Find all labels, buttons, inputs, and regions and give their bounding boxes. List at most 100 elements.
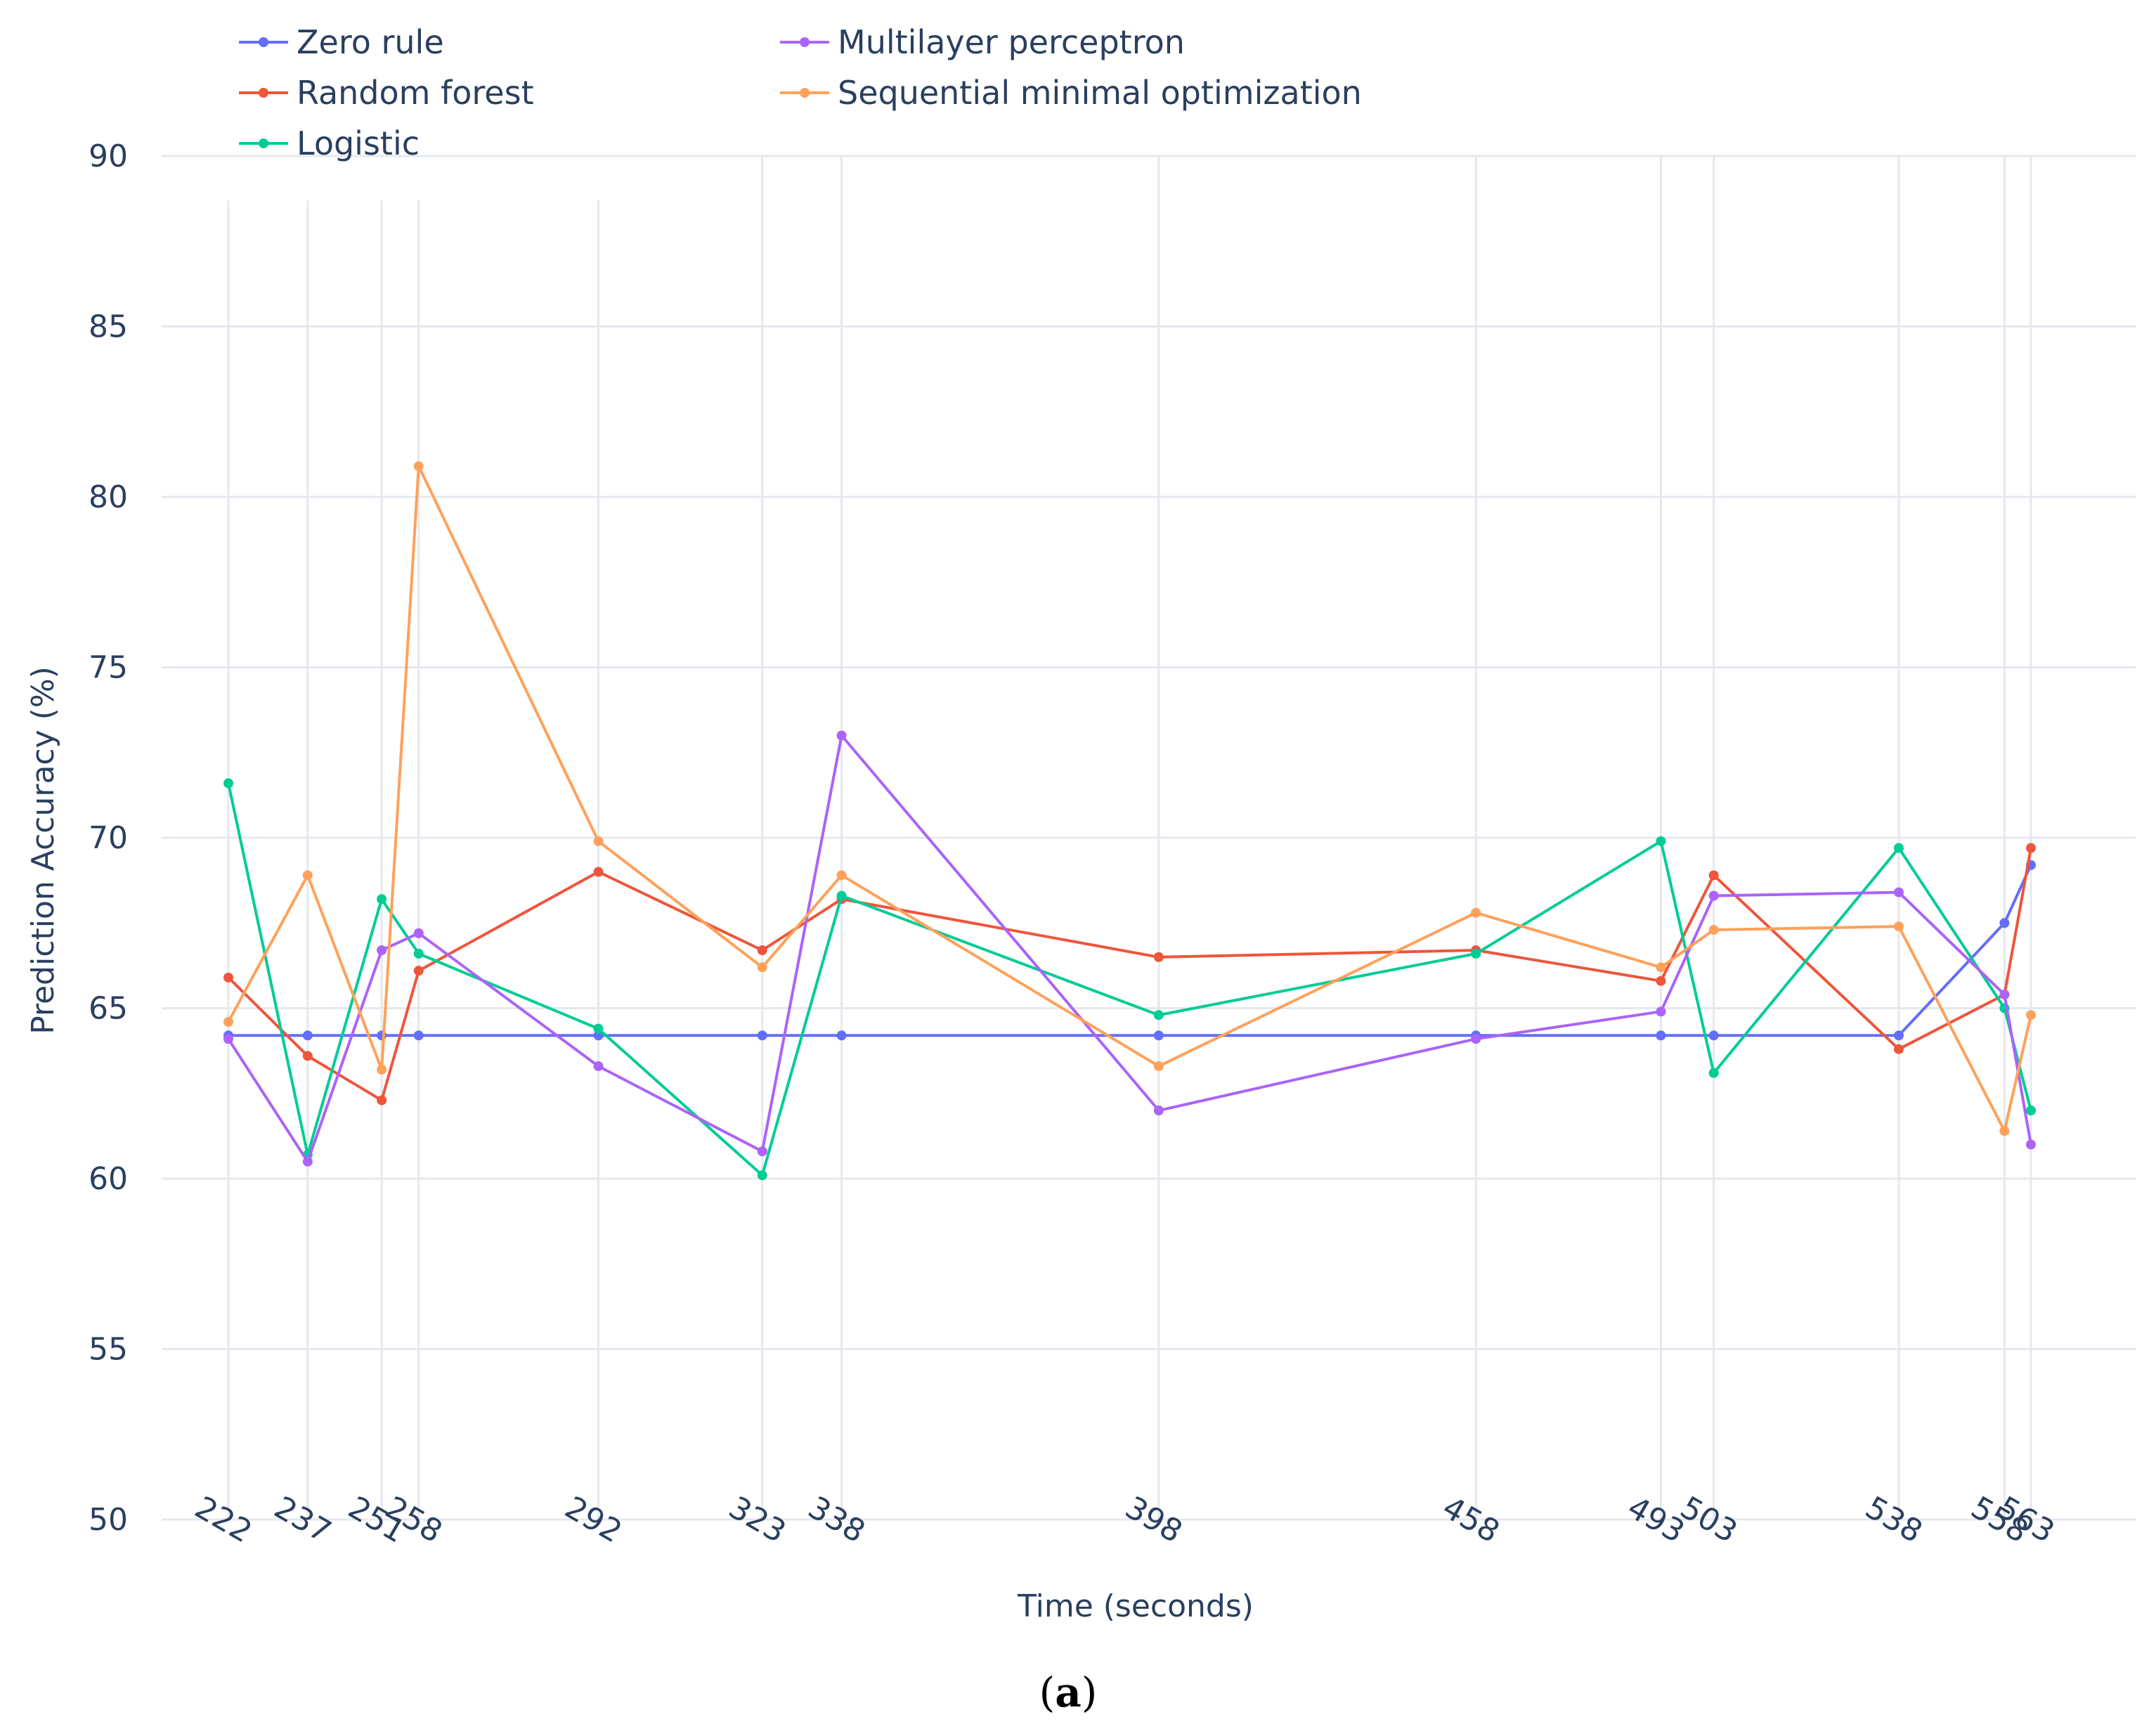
- data-point: [757, 1146, 767, 1157]
- data-point: [1471, 948, 1481, 959]
- data-point: [377, 894, 387, 905]
- x-tick-label: 323: [722, 1489, 791, 1550]
- legend-marker: [259, 88, 268, 98]
- data-point: [1999, 918, 2010, 928]
- data-point: [377, 945, 387, 956]
- data-point: [302, 1051, 313, 1061]
- data-point: [836, 890, 847, 901]
- data-point: [2026, 1010, 2036, 1021]
- y-axis-title: Prediction Accuracy (%): [25, 666, 61, 1035]
- y-tick-label: 65: [89, 991, 128, 1027]
- x-tick-label: 292: [559, 1489, 628, 1550]
- legend-marker: [259, 138, 268, 148]
- data-point: [1656, 976, 1666, 986]
- series-line: [227, 848, 2032, 1102]
- y-tick-label: 60: [89, 1161, 128, 1197]
- legend-label: Random forest: [297, 74, 534, 112]
- data-point: [223, 972, 233, 983]
- series-line: [227, 782, 2032, 1177]
- data-point: [1656, 962, 1666, 973]
- y-tick-label: 50: [89, 1502, 128, 1538]
- data-point: [757, 945, 767, 956]
- grid-layer: [162, 155, 2136, 1521]
- x-tick-label: 237: [268, 1489, 337, 1550]
- data-point: [1999, 1126, 2010, 1136]
- data-point: [1893, 921, 1904, 932]
- data-point: [2026, 1106, 2036, 1115]
- legend-item[interactable]: Sequential minimal optimization: [780, 74, 1362, 112]
- y-tick-label: 75: [89, 650, 128, 686]
- y-tick-labels: 50 55 60 65 70 75 80 85 90: [89, 138, 128, 1538]
- data-point: [413, 928, 424, 938]
- series-line: [227, 734, 2032, 1163]
- series-sequential-minimal-optimization: [223, 461, 2036, 1136]
- data-point: [2026, 1139, 2036, 1150]
- series-layer: [223, 461, 2036, 1181]
- x-tick-label: 338: [802, 1489, 871, 1550]
- data-point: [2026, 843, 2036, 853]
- data-point: [1893, 1030, 1904, 1041]
- y-tick-label: 80: [89, 479, 128, 515]
- legend-label: Zero rule: [297, 23, 444, 61]
- data-point: [1656, 836, 1666, 846]
- legend-item[interactable]: Logistic: [239, 124, 420, 162]
- x-tick-label: 503: [1674, 1489, 1743, 1550]
- data-point: [413, 966, 424, 976]
- data-point: [593, 1023, 604, 1034]
- data-point: [757, 962, 767, 973]
- data-point: [593, 1030, 604, 1041]
- data-point: [593, 836, 604, 846]
- caption-letter: a: [1055, 1669, 1082, 1716]
- data-point: [1153, 1061, 1164, 1071]
- data-point: [1893, 843, 1904, 853]
- data-point: [1471, 1034, 1481, 1044]
- legend-label: Multilayer perceptron: [838, 23, 1185, 61]
- data-point: [1153, 1030, 1164, 1041]
- legend-item[interactable]: Zero rule: [239, 23, 444, 61]
- data-point: [223, 1034, 233, 1044]
- data-point: [377, 1064, 387, 1075]
- series-multilayer-perceptron: [223, 730, 2036, 1167]
- x-tick-label: 538: [1859, 1489, 1928, 1550]
- data-point: [757, 1170, 767, 1181]
- data-point: [302, 1030, 313, 1041]
- data-point: [1708, 890, 1719, 901]
- data-point: [1893, 1044, 1904, 1054]
- figure-caption: (a): [1039, 1669, 1098, 1716]
- data-point: [302, 1156, 313, 1167]
- data-point: [223, 1016, 233, 1027]
- data-point: [593, 1061, 604, 1071]
- series-random-forest: [223, 843, 2036, 1106]
- data-point: [413, 461, 424, 472]
- data-point: [413, 1030, 424, 1041]
- legend-label: Sequential minimal optimization: [838, 74, 1362, 112]
- series-line: [228, 864, 2032, 1037]
- data-point: [1708, 1030, 1719, 1041]
- series-line: [227, 465, 2032, 1133]
- legend-item[interactable]: Random forest: [239, 74, 534, 112]
- y-tick-label: 90: [89, 138, 128, 174]
- legend-item[interactable]: Multilayer perceptron: [780, 23, 1185, 61]
- x-tick-label: 398: [1119, 1489, 1188, 1550]
- data-point: [1153, 952, 1164, 962]
- data-point: [1656, 1030, 1666, 1041]
- legend-marker: [800, 88, 810, 98]
- data-point: [1708, 870, 1719, 881]
- y-tick-label: 70: [89, 820, 128, 856]
- legend-marker: [259, 37, 268, 47]
- data-point: [593, 867, 604, 877]
- y-tick-label: 85: [89, 309, 128, 345]
- data-point: [1893, 887, 1904, 898]
- legend: Zero rule Random forest Logistic Multilayer…: [239, 23, 1362, 162]
- data-point: [223, 778, 233, 789]
- data-point: [1708, 1068, 1719, 1078]
- legend-label: Logistic: [297, 124, 420, 162]
- x-axis-title: Time (seconds): [1017, 1588, 1254, 1624]
- data-point: [413, 948, 424, 959]
- data-point: [1153, 1106, 1164, 1115]
- data-point: [757, 1030, 767, 1041]
- data-point: [1999, 990, 2010, 1000]
- data-point: [1708, 924, 1719, 935]
- data-point: [377, 1095, 387, 1106]
- x-tick-label: 458: [1436, 1489, 1505, 1550]
